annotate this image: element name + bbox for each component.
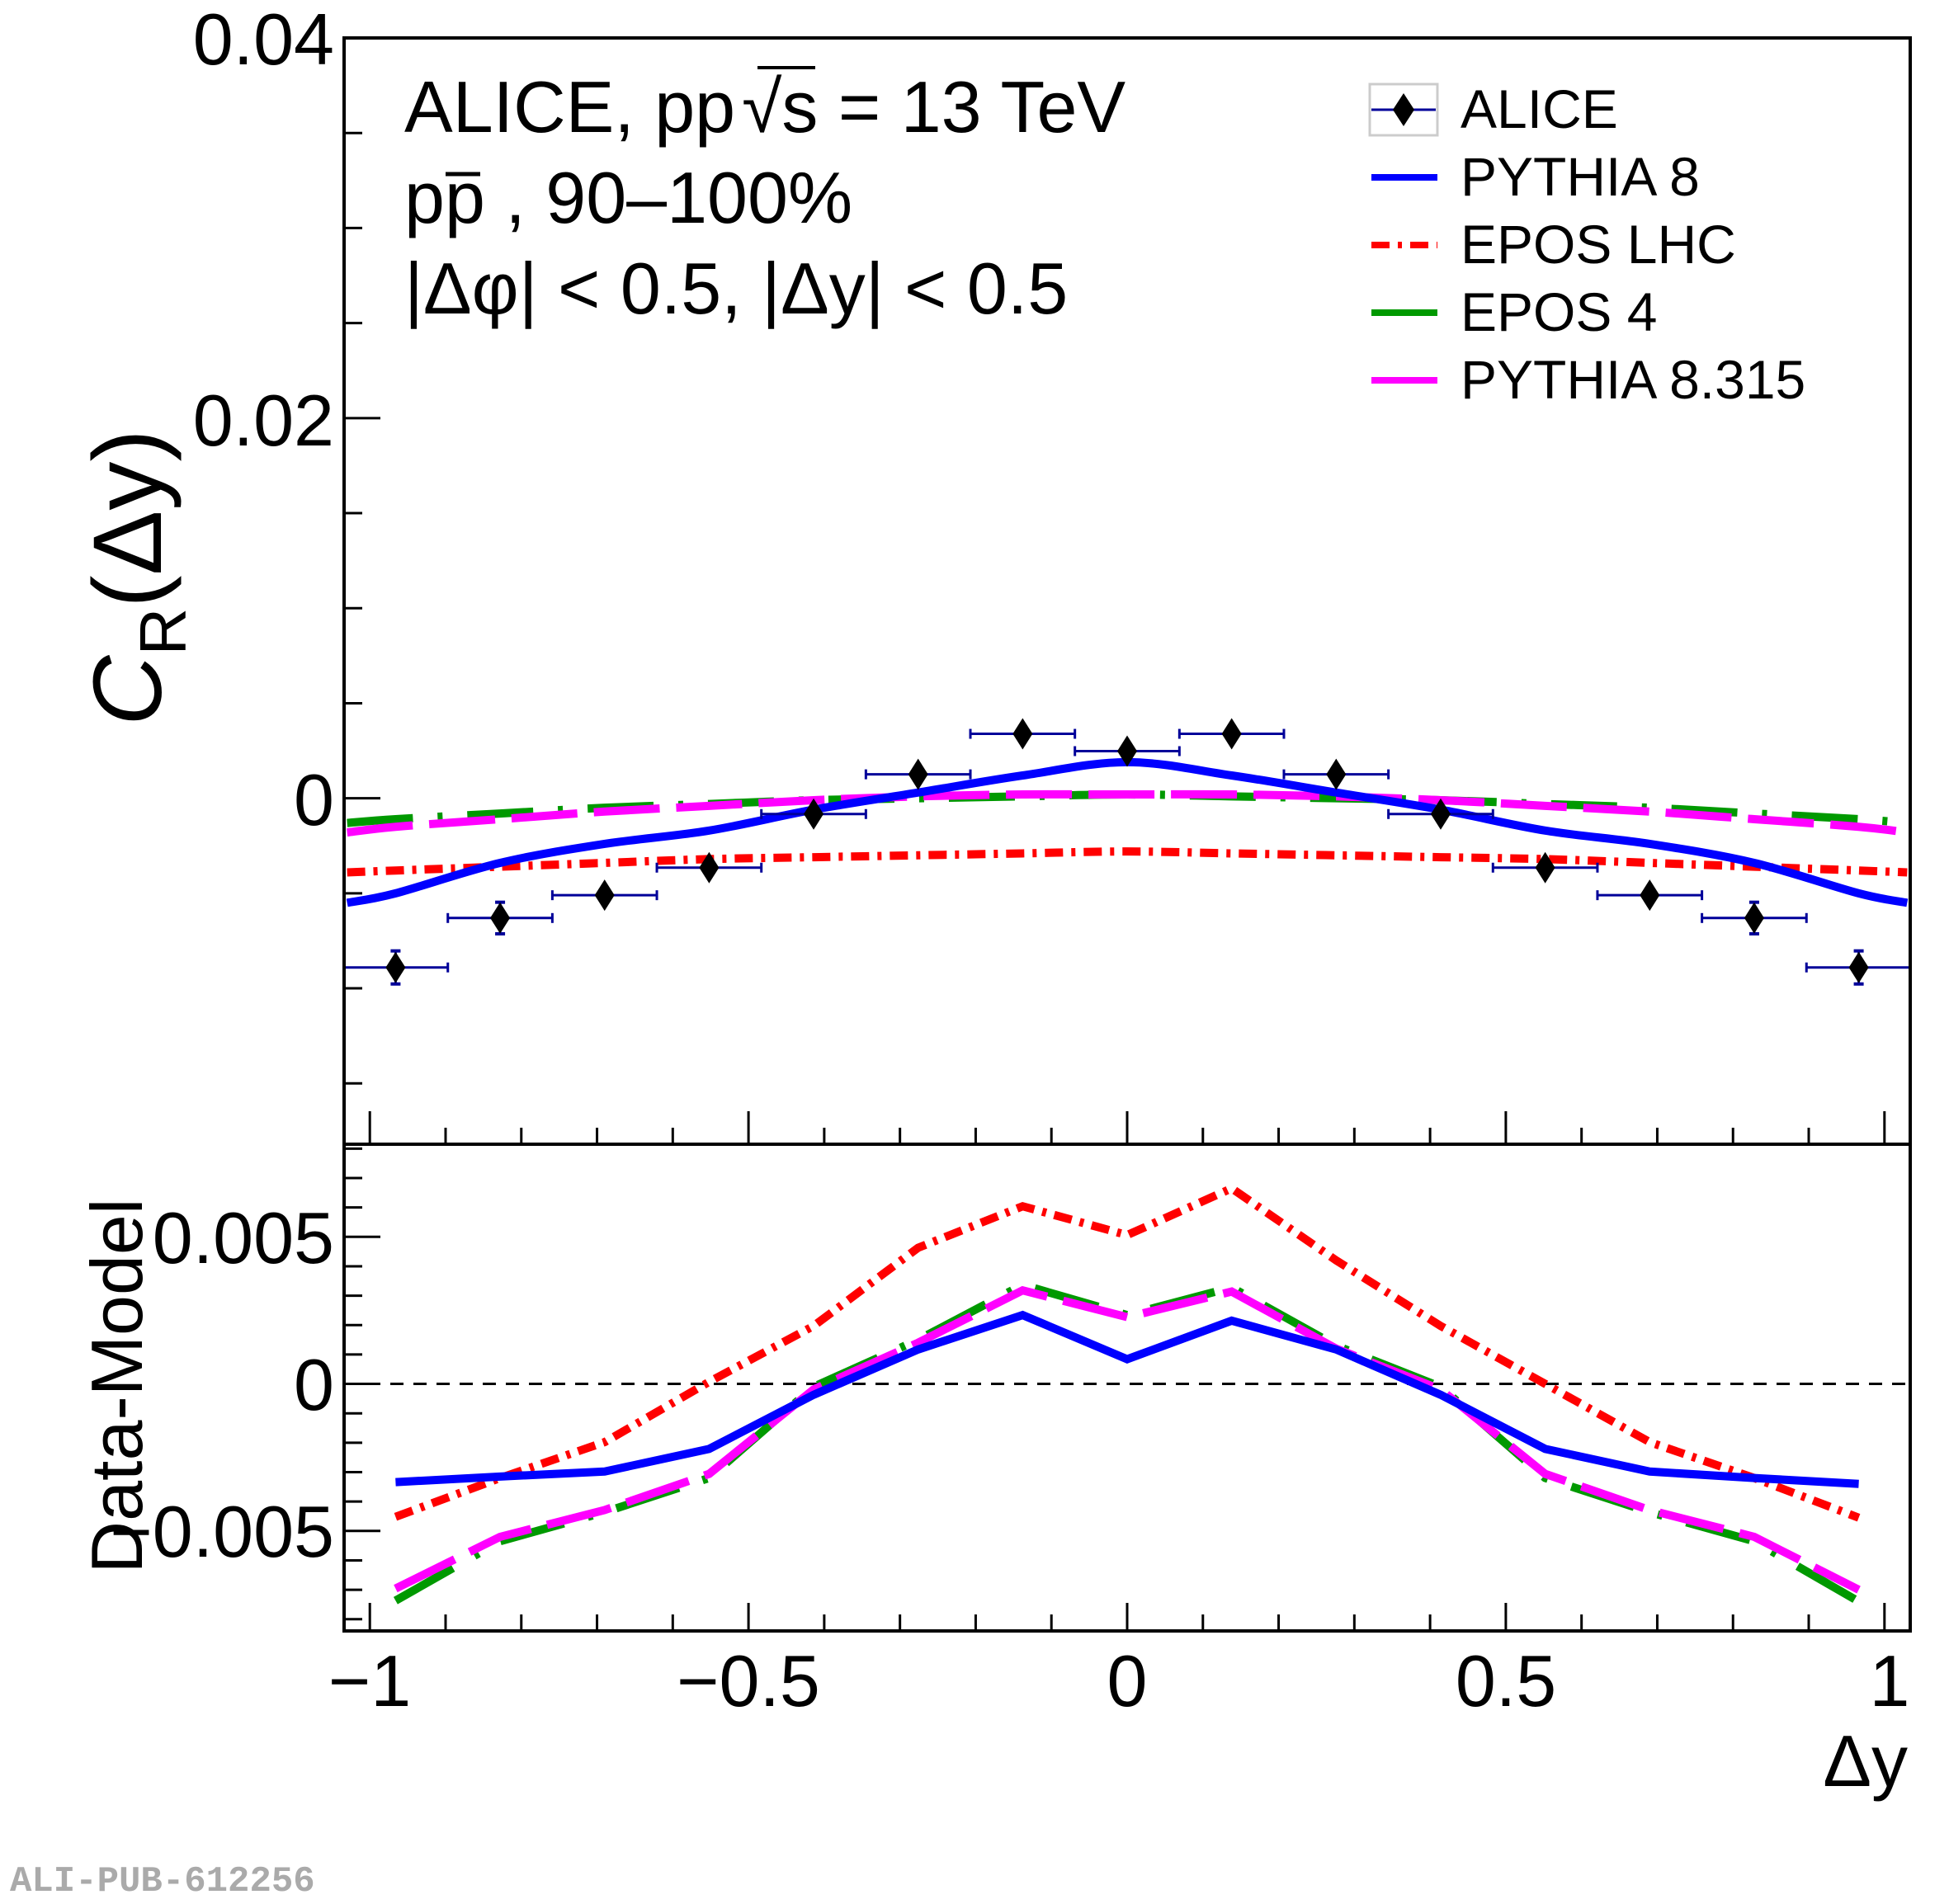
lower-ytick-label-neg: −0.005 <box>110 1491 334 1572</box>
alice-data-point <box>655 851 763 884</box>
upper-y-axis-title: CR(Δy) <box>73 429 200 725</box>
ylabel-c: C <box>73 655 182 726</box>
alice-diamond-marker <box>594 879 615 912</box>
alice-diamond-marker <box>1117 735 1137 767</box>
upper-curve-pythia-8-315 <box>347 789 1908 837</box>
alice-data-point <box>969 718 1077 750</box>
legend-alice-box <box>1368 82 1439 137</box>
annotation-line-3: |Δφ| < 0.5, |Δy| < 0.5 <box>404 247 1068 329</box>
alice-diamond-marker <box>490 902 511 934</box>
upper-ytick-label-0.02: 0.02 <box>193 379 334 461</box>
alice-data-point <box>1074 735 1181 767</box>
legend-item-epos-lhc: EPOS LHC <box>1371 214 1736 275</box>
upper-ytick-label-0: 0 <box>294 759 334 841</box>
alice-diamond-marker <box>1012 718 1033 750</box>
xtick-label-m05: −0.5 <box>677 1640 820 1722</box>
upper-ytick-label-0.04: 0.04 <box>193 0 334 80</box>
alice-diamond-marker <box>1535 851 1555 884</box>
alice-data-point <box>1491 851 1599 884</box>
alice-data-point <box>1596 879 1704 912</box>
lower-y-axis-title: Data-Model <box>76 1199 158 1574</box>
xtick-label-05: 0.5 <box>1456 1640 1556 1722</box>
alice-data-point <box>342 949 450 986</box>
annotation-line-2: pp , 90–100% <box>404 157 852 238</box>
alice-data-point <box>1701 900 1808 936</box>
annotation-sqrt-s: √s <box>742 66 818 148</box>
upper-alice-points <box>342 718 1912 986</box>
alice-diamond-marker <box>1848 951 1869 983</box>
legend-label-pythia8315: PYTHIA 8.315 <box>1461 349 1805 410</box>
legend-item-epos4: EPOS 4 <box>1371 281 1657 342</box>
alice-diamond-marker <box>908 758 928 790</box>
annotation-energy: = 13 TeV <box>818 66 1126 148</box>
annotation-proton: p <box>404 157 445 238</box>
alice-diamond-marker <box>1430 798 1451 830</box>
alice-data-point <box>1177 718 1286 750</box>
ylabel-arg: (Δy) <box>73 429 182 607</box>
upper-panel-ticks <box>344 36 1886 1144</box>
alice-diamond-marker <box>804 798 824 830</box>
legend-label-pythia8: PYTHIA 8 <box>1461 146 1700 207</box>
x-tick-labels: −1 −0.5 0 0.5 1 <box>328 1640 1910 1722</box>
lower-curve-pythia-8-315 <box>394 1285 1861 1594</box>
x-axis-title: Δy <box>1823 1720 1908 1802</box>
alice-diamond-marker <box>699 851 720 884</box>
legend-label-epos4: EPOS 4 <box>1461 281 1657 342</box>
lower-curve-pythia-8 <box>395 1310 1859 1488</box>
annotation-line-1: ALICE, pp√s = 13 TeV <box>404 66 1126 148</box>
alice-data-point <box>446 900 554 936</box>
alice-diamond-marker <box>1640 879 1660 912</box>
alice-data-point <box>1805 949 1912 986</box>
alice-data-point <box>1387 798 1494 830</box>
xtick-label-1: 1 <box>1870 1640 1910 1722</box>
legend-alice-diamond-icon <box>1393 93 1414 126</box>
ylabel-sub-r: R <box>126 608 200 656</box>
alice-data-point <box>760 798 867 830</box>
lower-panel-frame <box>342 1143 1912 1633</box>
lower-ytick-label-pos: 0.005 <box>153 1197 334 1279</box>
legend-item-pythia8315: PYTHIA 8.315 <box>1371 349 1805 410</box>
svg-text:CR(Δy): CR(Δy) <box>73 429 200 725</box>
legend-item-pythia8: PYTHIA 8 <box>1371 146 1700 207</box>
annotation-centrality: , 90–100% <box>485 157 852 238</box>
upper-curve-epos-lhc <box>347 847 1908 877</box>
legend-item-alice: ALICE <box>1368 78 1618 139</box>
lower-model-curves <box>393 1183 1862 1605</box>
alice-diamond-marker <box>1221 718 1242 750</box>
alice-data-point <box>864 758 972 790</box>
legend-label-alice: ALICE <box>1461 78 1618 139</box>
legend: ALICE PYTHIA 8 EPOS LHC EPOS 4 PYTHIA 8.… <box>1368 78 1805 410</box>
xtick-label-m1: −1 <box>328 1640 411 1722</box>
legend-label-epos-lhc: EPOS LHC <box>1461 214 1736 275</box>
alice-diamond-marker <box>385 951 406 983</box>
alice-diamond-marker <box>1326 758 1347 790</box>
annotation-collision: ALICE, pp <box>404 66 735 148</box>
lower-ytick-label-zero: 0 <box>294 1344 334 1426</box>
publication-id: ALI-PUB-612256 <box>10 1861 315 1902</box>
lower-curve-epos-lhc <box>394 1183 1861 1522</box>
xtick-label-0: 0 <box>1107 1640 1148 1722</box>
annotation-antiproton: p <box>445 157 485 238</box>
alice-data-point <box>550 879 658 912</box>
alice-data-point <box>1282 758 1390 790</box>
alice-diamond-marker <box>1744 902 1764 934</box>
